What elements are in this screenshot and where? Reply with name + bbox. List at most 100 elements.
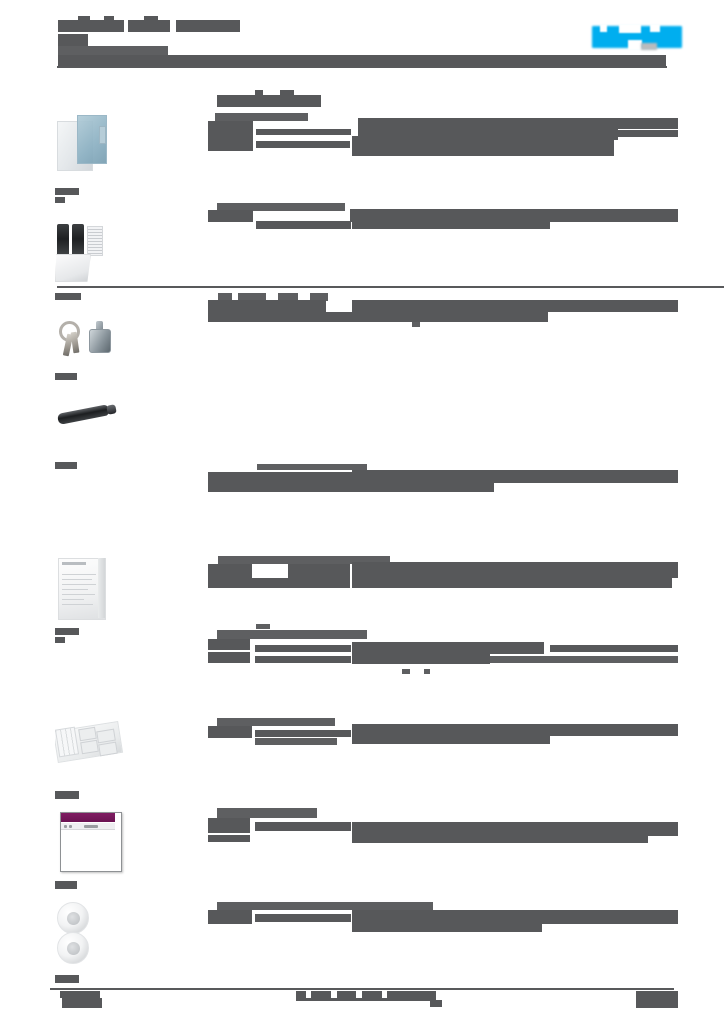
section-heading	[256, 624, 270, 629]
document-line-image	[62, 599, 84, 600]
hager-logo-notch	[619, 24, 641, 33]
section-heading	[217, 808, 317, 818]
metal-rod-image	[56, 404, 111, 425]
product-thumbnail-label-strips	[55, 718, 127, 764]
spec-row-label	[208, 726, 252, 738]
spec-row-value-tail	[592, 130, 678, 137]
document-line-image	[62, 589, 88, 590]
spec-row-value	[255, 914, 351, 922]
label-cell-image	[98, 741, 118, 757]
document-line-image	[62, 574, 96, 575]
footer-center-descender	[430, 1000, 442, 1007]
spec-row-value	[256, 129, 351, 135]
spec-row-value	[352, 136, 614, 156]
spec-row-value	[352, 221, 550, 229]
spec-row-value	[352, 736, 550, 744]
spec-row-value	[255, 656, 351, 663]
terminal-block-image	[57, 224, 69, 257]
spec-row-label	[215, 113, 308, 121]
product-caption-keys-lock	[55, 373, 77, 380]
cable-grommet-ring-image	[57, 902, 89, 934]
footer-center-text-gap-3	[356, 991, 362, 998]
spec-row-value	[352, 300, 678, 312]
section-heading	[217, 718, 335, 726]
spec-row-label	[208, 121, 253, 131]
spec-row-value	[350, 209, 678, 222]
product-caption-enclosure	[55, 188, 79, 195]
document-heading-image	[62, 562, 86, 565]
spec-row-value	[255, 738, 337, 745]
spec-row-value	[208, 578, 350, 588]
terminal-block-image	[72, 224, 84, 257]
footer-center-text	[296, 991, 436, 1001]
software-toolbar-icon-image	[84, 825, 98, 828]
spec-row-value	[352, 642, 544, 654]
spec-row-value	[352, 470, 678, 483]
spec-row-value	[352, 562, 678, 578]
footer-right-text	[636, 991, 678, 1008]
spec-row-label	[208, 652, 250, 663]
software-toolbar-icon-image	[69, 825, 72, 828]
product-thumbnail-terminal-blocks	[55, 218, 125, 288]
spec-row-value	[288, 564, 350, 578]
spec-row-value	[352, 910, 678, 924]
page-header	[0, 0, 724, 78]
product-thumbnail-keys-lock	[55, 318, 121, 366]
product-thumbnail-software	[58, 810, 126, 876]
document-line-image	[62, 579, 92, 580]
spec-row-value	[255, 645, 351, 652]
page-title-ascender	[78, 16, 90, 22]
hager-logo-notch	[650, 24, 660, 32]
footer-left-text-2	[62, 998, 102, 1008]
section-heading	[310, 293, 328, 301]
spec-row-value	[352, 835, 648, 843]
spec-row-footnote	[402, 669, 410, 674]
product-code-document	[55, 637, 65, 643]
section-heading	[218, 556, 390, 564]
product-code-enclosure	[55, 197, 65, 203]
section-heading	[217, 630, 367, 639]
label-strip-image	[55, 726, 80, 758]
spec-row-value	[352, 578, 672, 588]
page-subtitle-rest	[58, 46, 168, 55]
spec-row-label	[208, 639, 250, 650]
cable-grommet-ring-hole-image	[67, 912, 80, 925]
document-line-image	[62, 594, 95, 595]
section-heading	[238, 293, 266, 301]
product-caption-rings	[55, 975, 79, 983]
lock-cylinder-image	[89, 329, 111, 353]
lock-cap-image	[96, 321, 103, 331]
section-heading	[217, 902, 433, 910]
enclosure-door-edge-image	[99, 126, 106, 144]
product-thumbnail-rod	[55, 400, 125, 432]
product-caption-terminal-blocks	[55, 293, 81, 300]
cable-grommet-ring-hole-image	[67, 942, 80, 955]
product-thumbnail-enclosure	[55, 112, 117, 174]
product-caption-document	[55, 628, 79, 635]
spec-row-value	[256, 141, 350, 148]
section-heading-ascender	[255, 90, 263, 96]
software-canvas-image	[61, 830, 115, 865]
footer-divider	[50, 988, 674, 990]
footer-left-text	[60, 991, 100, 998]
section-heading-main	[208, 300, 326, 312]
footer-center-text-gap-1	[306, 991, 311, 998]
page-reference-strip	[58, 55, 666, 67]
section-heading	[217, 95, 321, 107]
hager-logo-tail	[641, 43, 657, 50]
hager-logo	[592, 24, 682, 50]
spec-row-value	[352, 924, 542, 932]
spec-row-label	[208, 472, 373, 484]
hager-logo-notch	[628, 40, 642, 50]
document-line-image	[62, 584, 96, 585]
spec-row-footnote	[424, 669, 430, 674]
section-heading	[278, 293, 298, 301]
spec-row-value-tail	[412, 322, 420, 327]
section-heading-ascender	[280, 90, 294, 96]
page-title	[58, 20, 124, 32]
product-image-column	[0, 78, 200, 983]
spec-row-label	[208, 130, 253, 140]
software-titlebar-image	[61, 813, 115, 822]
specification-column	[57, 78, 724, 958]
